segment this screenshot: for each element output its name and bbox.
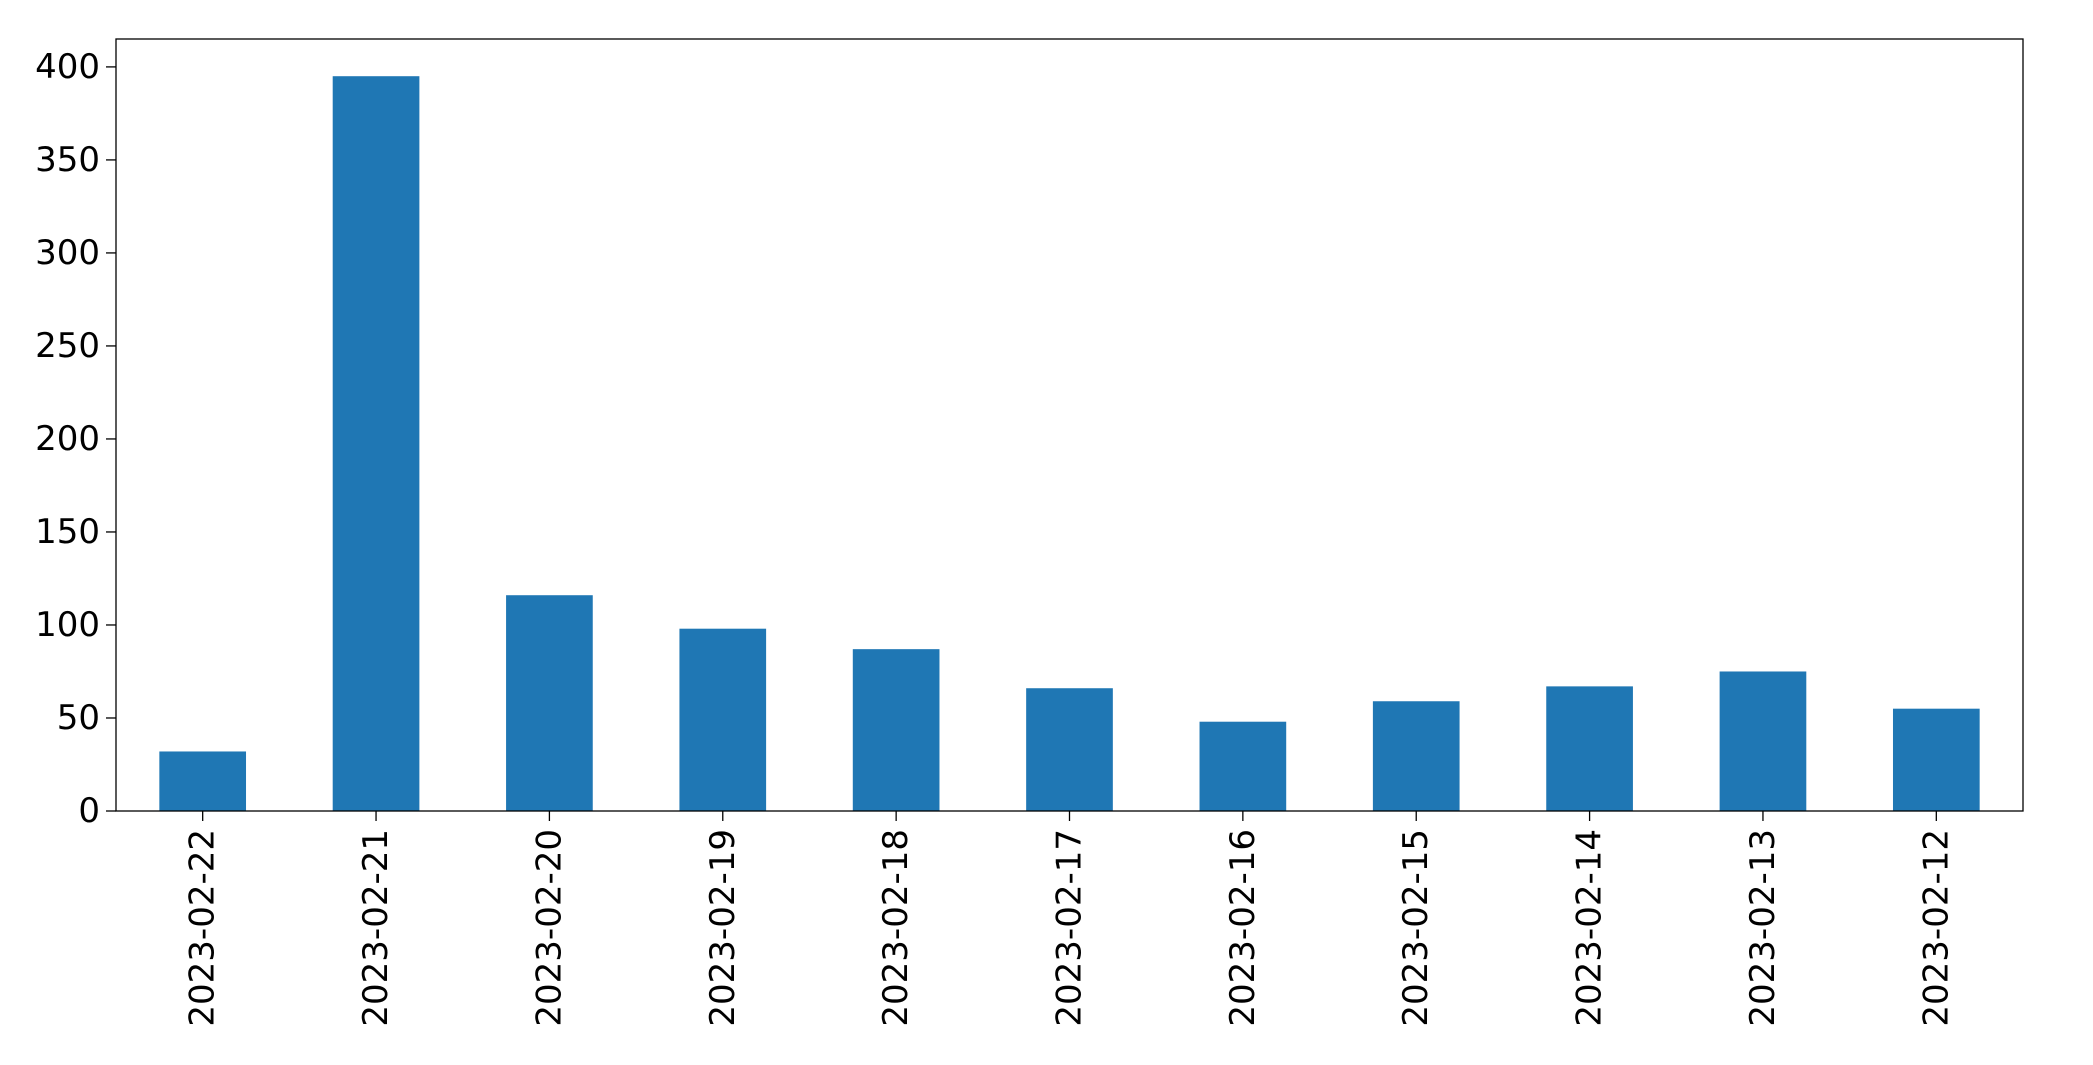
y-tick-label: 150 [35, 512, 100, 552]
x-tick-label: 2023-02-21 [356, 829, 396, 1027]
bar-2023-02-21 [332, 76, 420, 811]
bar-2023-02-12 [1892, 708, 1980, 811]
y-tick-label: 200 [35, 419, 100, 459]
y-tick-label: 250 [35, 326, 100, 366]
y-axis: 0 50 100 150 200 250 300 350 400 [35, 47, 116, 831]
y-tick-label: 400 [35, 47, 100, 87]
bar-2023-02-16 [1199, 721, 1287, 811]
bar-2023-02-13 [1719, 671, 1807, 811]
y-tick-label: 300 [35, 233, 100, 273]
bar-2023-02-15 [1372, 701, 1460, 811]
y-tick-label: 100 [35, 605, 100, 645]
bar-2023-02-14 [1546, 686, 1633, 811]
bars-layer [159, 76, 1980, 811]
bar-2023-02-18 [852, 649, 940, 811]
plot-frame [115, 38, 2024, 812]
y-tick-label: 350 [35, 140, 100, 180]
x-tick-label: 2023-02-22 [183, 829, 223, 1027]
x-tick-label: 2023-02-13 [1743, 829, 1783, 1027]
x-tick-label: 2023-02-20 [529, 829, 569, 1027]
x-tick-label: 2023-02-17 [1050, 829, 1090, 1027]
x-axis: 2023-02-22 2023-02-21 2023-02-20 2023-02-19… [183, 811, 1956, 1027]
x-tick-label: 2023-02-14 [1570, 829, 1610, 1027]
bar-2023-02-22 [159, 751, 247, 811]
x-tick-label: 2023-02-15 [1396, 829, 1436, 1027]
x-tick-label: 2023-02-12 [1916, 829, 1956, 1027]
bar-2023-02-19 [679, 628, 767, 811]
x-tick-label: 2023-02-19 [703, 829, 743, 1027]
x-tick-label: 2023-02-18 [876, 829, 916, 1027]
y-tick-label: 50 [57, 698, 100, 738]
y-tick-label: 0 [78, 791, 100, 831]
x-tick-label: 2023-02-16 [1223, 829, 1263, 1027]
bar-2023-02-17 [1026, 688, 1113, 811]
bar-2023-02-20 [506, 595, 593, 811]
